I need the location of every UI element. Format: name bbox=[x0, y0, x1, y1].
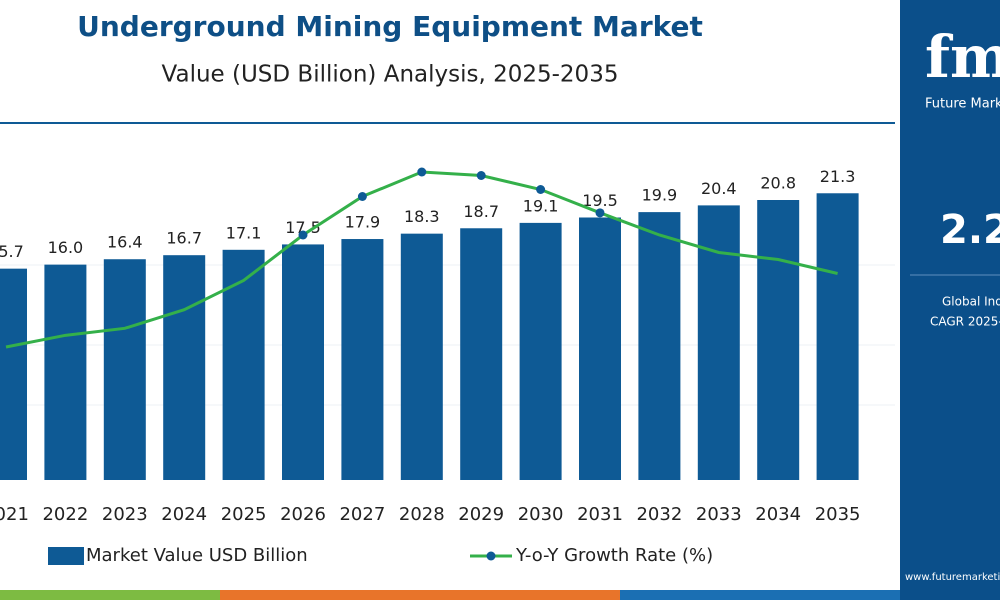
x-tick-label: 2026 bbox=[280, 504, 326, 525]
legend-label: Y-o-Y Growth Rate (%) bbox=[515, 545, 713, 566]
x-tick-label: 2033 bbox=[696, 504, 742, 525]
bar bbox=[222, 249, 265, 480]
bar bbox=[638, 212, 681, 480]
brand: Future Market Insights bbox=[925, 97, 1000, 112]
bar bbox=[0, 268, 27, 480]
value-label: 19.5 bbox=[582, 191, 618, 210]
value-label: 20.4 bbox=[701, 179, 737, 198]
line-marker bbox=[595, 208, 605, 218]
value-label: 19.1 bbox=[523, 196, 559, 215]
bar bbox=[282, 244, 324, 480]
x-tick-label: 2032 bbox=[636, 504, 682, 525]
x-tick-label: 2023 bbox=[102, 504, 148, 525]
bar bbox=[816, 193, 859, 480]
bar bbox=[341, 239, 384, 480]
value-label: 17.1 bbox=[226, 223, 262, 242]
x-tick-label: 2021 bbox=[0, 504, 29, 525]
x-tick-label: 2030 bbox=[518, 504, 564, 525]
value-label: 17.5 bbox=[285, 218, 321, 237]
footer-strip bbox=[620, 590, 900, 600]
bar bbox=[460, 228, 503, 480]
logo: fmi bbox=[925, 23, 1000, 91]
caption: CAGR 2025-2035 bbox=[930, 315, 1000, 329]
x-tick-label: 2024 bbox=[161, 504, 207, 525]
side-panel bbox=[900, 0, 1000, 600]
value-label: 15.7 bbox=[0, 242, 24, 261]
value-label: 16.0 bbox=[48, 238, 84, 257]
value-label: 18.3 bbox=[404, 207, 440, 226]
bar bbox=[519, 222, 562, 480]
value-label: 16.4 bbox=[107, 233, 143, 252]
x-tick-label: 2028 bbox=[399, 504, 445, 525]
value-label: 17.9 bbox=[345, 213, 381, 232]
line-marker bbox=[476, 171, 486, 180]
bar bbox=[163, 255, 206, 480]
value-label: 21.3 bbox=[820, 167, 856, 186]
bar bbox=[103, 259, 146, 480]
legend-swatch bbox=[486, 551, 496, 561]
x-tick-label: 2029 bbox=[458, 504, 504, 525]
bar bbox=[44, 264, 87, 480]
x-tick-label: 2035 bbox=[815, 504, 861, 525]
x-tick-label: 2034 bbox=[755, 504, 801, 525]
value-label: 20.8 bbox=[760, 174, 796, 193]
x-tick-label: 2022 bbox=[42, 504, 88, 525]
bar bbox=[757, 200, 800, 480]
bar bbox=[400, 233, 443, 480]
url: www.futuremarketinsights.com bbox=[905, 572, 1000, 583]
value-label: 16.7 bbox=[166, 229, 202, 248]
footer-strip bbox=[0, 590, 220, 600]
x-tick-label: 2027 bbox=[339, 504, 385, 525]
value-label: 18.7 bbox=[463, 202, 499, 221]
line-marker bbox=[298, 230, 308, 240]
chart-title: Underground Mining Equipment Market bbox=[77, 10, 703, 43]
bar bbox=[579, 217, 621, 480]
chart-subtitle: Value (USD Billion) Analysis, 2025-2035 bbox=[162, 62, 619, 88]
cagr-value: 2.2% bbox=[940, 207, 1000, 253]
value-label: 19.9 bbox=[642, 186, 678, 205]
legend-label: Market Value USD Billion bbox=[86, 545, 308, 566]
legend-swatch bbox=[48, 547, 84, 565]
x-tick-label: 2031 bbox=[577, 504, 623, 525]
footer-strip bbox=[220, 590, 620, 600]
line-marker bbox=[357, 192, 367, 201]
line-marker bbox=[417, 167, 427, 177]
bar bbox=[697, 205, 740, 480]
x-tick-label: 2025 bbox=[221, 504, 267, 525]
line-marker bbox=[536, 185, 546, 194]
caption: Global Industry Analysis bbox=[942, 295, 1000, 309]
